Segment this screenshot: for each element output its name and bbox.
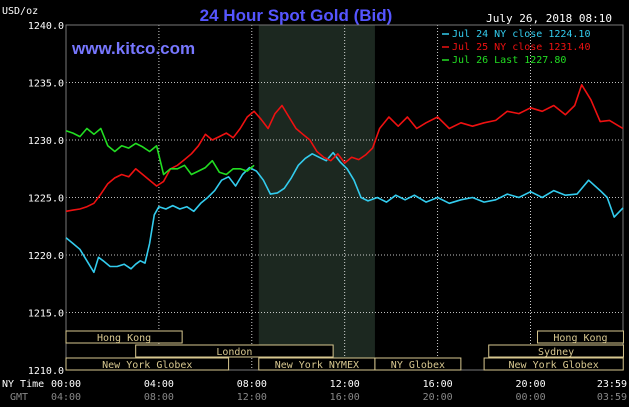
session-box	[135, 344, 334, 358]
legend-entry-2: Jul 25 NY close 1231.40	[452, 42, 590, 53]
legend-entry-3: Jul 26 Last 1227.80	[452, 55, 566, 66]
ny-time-label: NY Time	[2, 379, 44, 390]
x-tick-label-ny: 16:00	[423, 379, 453, 390]
session-label: Sydney	[538, 347, 574, 358]
session-box	[65, 357, 230, 371]
x-tick-label-gmt: 03:59	[597, 392, 627, 403]
y-tick-label: 1230.0	[28, 136, 64, 147]
legend: Jul 24 NY close 1224.10 Jul 25 NY close 1…	[442, 29, 590, 66]
y-tick-label: 1225.0	[28, 194, 64, 205]
x-tick-label-gmt: 04:00	[51, 392, 81, 403]
session-label: New York Globex	[509, 360, 599, 371]
y-tick-label: 1215.0	[28, 309, 64, 320]
y-tick-label: 1210.0	[28, 366, 64, 377]
y-tick-label: 1235.0	[28, 79, 64, 90]
gmt-label: GMT	[10, 392, 28, 403]
legend-entry-1: Jul 24 NY close 1224.10	[452, 29, 590, 40]
series-line-3	[65, 127, 255, 176]
x-tick-label-ny: 23:59	[597, 379, 627, 390]
chart-title: 24 Hour Spot Gold (Bid)	[200, 6, 393, 25]
axes: 1210.0 1215.0 1220.0 1225.0 1230.0 1235.0 1240…	[28, 21, 627, 403]
y-tick-label: 1220.0	[28, 251, 64, 262]
watermark: www.kitco.com	[71, 39, 195, 58]
session-label: Hong Kong	[553, 333, 607, 344]
shaded-region-rect	[258, 25, 375, 370]
session-label: NY Globex	[391, 360, 445, 371]
series-line-1	[65, 151, 624, 274]
x-tick-label-ny: 12:00	[330, 379, 360, 390]
x-tick-label-ny: 04:00	[144, 379, 174, 390]
session-label: New York Globex	[102, 360, 192, 371]
series-lines	[65, 84, 624, 274]
chart-date: July 26, 2018 08:10	[486, 12, 612, 25]
x-tick-label-ny: 20:00	[515, 379, 545, 390]
nymex-shaded-region	[258, 25, 375, 370]
session-label: Hong Kong	[97, 333, 151, 344]
session-box	[483, 357, 624, 371]
session-box	[488, 344, 624, 358]
market-sessions: Hong Kong London New York Globex New York N…	[65, 330, 624, 371]
session-box	[537, 330, 624, 344]
x-tick-label-ny: 00:00	[51, 379, 81, 390]
y-axis-unit: USD/oz	[2, 6, 38, 17]
x-tick-label-gmt: 00:00	[515, 392, 545, 403]
session-box	[65, 330, 183, 344]
x-tick-label-gmt: 12:00	[237, 392, 267, 403]
series-line-2	[65, 84, 624, 213]
x-tick-label-gmt: 20:00	[423, 392, 453, 403]
session-box	[374, 357, 462, 371]
x-tick-label-gmt: 16:00	[330, 392, 360, 403]
session-label: New York NYMEX	[275, 360, 359, 371]
session-label: London	[216, 347, 252, 358]
x-tick-label-gmt: 08:00	[144, 392, 174, 403]
y-tick-label: 1240.0	[28, 21, 64, 32]
x-tick-label-ny: 08:00	[237, 379, 267, 390]
